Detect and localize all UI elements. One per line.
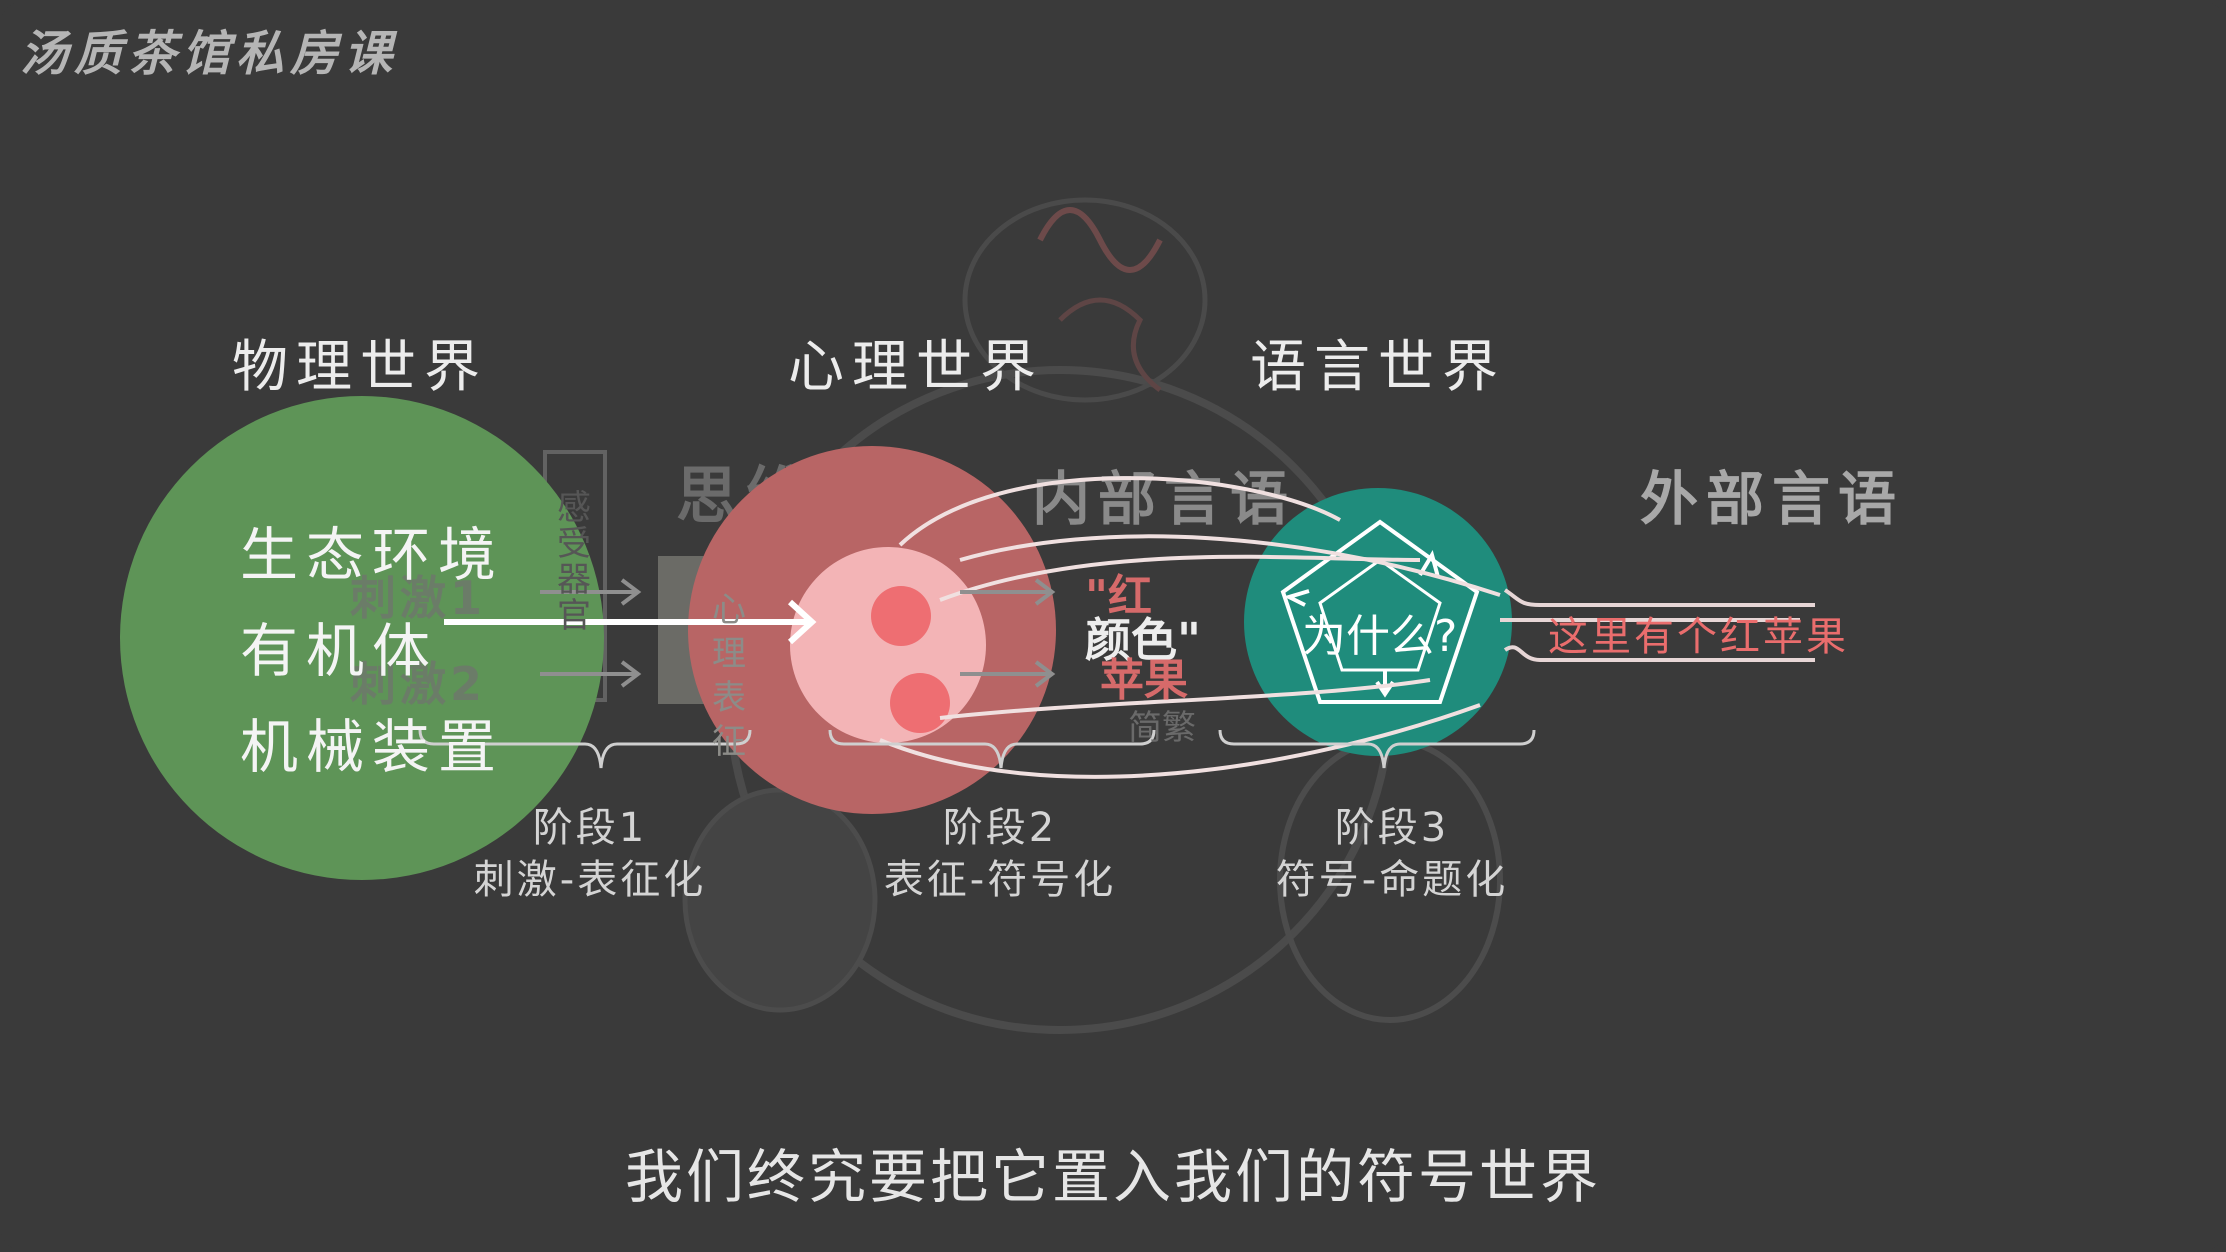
language-world-title: 语言世界 [1250, 335, 1506, 400]
quote-color-text: 颜色" [1085, 613, 1201, 667]
stimulus-1-text: 刺激1 [350, 571, 487, 625]
mental-world-title: 心理世界 [788, 335, 1044, 400]
stimulus-2-text: 刺激2 [350, 657, 487, 711]
mental-repr-text: 心理表征 [712, 590, 746, 762]
physical-world-title: 物理世界 [232, 335, 488, 400]
item-ecological-environment: 生态环境 [240, 521, 505, 589]
stage-3-desc: 符号-命题化 [1275, 857, 1509, 903]
stage-3: 阶段3 符号-命题化 [1262, 802, 1522, 906]
stage-3-title: 阶段3 [1334, 805, 1450, 851]
stage-2-desc: 表征-符号化 [883, 857, 1117, 903]
stage-2: 阶段2 表征-符号化 [870, 802, 1130, 906]
item-mechanical-device: 机械装置 [240, 713, 505, 781]
concise-text: 简繁 [1128, 708, 1196, 748]
why-label: 为什么? [1302, 611, 1458, 662]
stage-2-title: 阶段2 [942, 805, 1058, 851]
mental-core-circle [790, 547, 986, 743]
stage-1: 阶段1 刺激-表征化 [460, 802, 720, 906]
outer-speech-heading: 外部言语 [1640, 465, 1905, 533]
item-organism: 有机体 [240, 617, 439, 685]
representation-dot-2 [890, 673, 950, 733]
arrow-right-icon [444, 599, 817, 645]
apple-text: 苹果 [1100, 655, 1188, 706]
stage-1-title: 阶段1 [532, 805, 648, 851]
brand-logo: 汤质茶馆私房课 [20, 26, 399, 82]
quote-red-text: "红 [1085, 571, 1152, 622]
external-sentence: 这里有个红苹果 [1548, 614, 1849, 660]
inner-speech-heading: 内部言语 [1032, 465, 1297, 533]
sense-organ-text: 感受器官 [557, 488, 591, 636]
brace-icon [418, 729, 1536, 769]
stage-1-desc: 刺激-表征化 [473, 857, 707, 903]
representation-dot-1 [871, 586, 931, 646]
subtitle-caption: 我们终究要把它置入我们的符号世界 [624, 1143, 1601, 1211]
physical-world-circle [120, 396, 604, 880]
